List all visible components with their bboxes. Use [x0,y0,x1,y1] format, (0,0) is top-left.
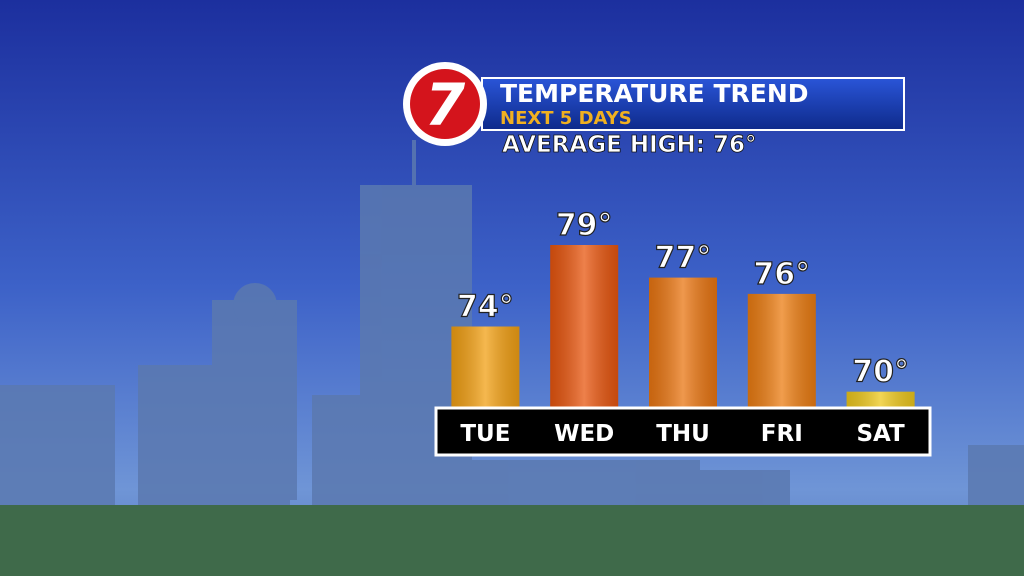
title-banner [481,77,905,131]
day-label: WED [554,421,614,447]
bar-shine [846,391,915,408]
value-label: 70° [852,355,909,390]
bar-shine [451,326,520,408]
chart-subtitle: NEXT 5 DAYS [500,108,632,129]
day-strip [434,406,932,457]
day-label: THU [656,421,710,447]
logo: 7 [425,71,466,139]
day-label: FRI [761,421,803,447]
trees [0,505,1024,576]
logo-disc [410,69,480,139]
annotation: AVERAGE HIGH: 76° [502,132,757,158]
chart-title: TEMPERATURE TREND [500,79,809,108]
value-label: 76° [753,257,810,292]
value-label: 79° [556,208,613,243]
day-label: SAT [856,421,905,447]
day-label: TUE [460,421,510,447]
value-label: 77° [655,241,712,276]
bar-shine [649,277,717,408]
bar-shine [747,293,816,408]
value-label: 74° [457,290,514,325]
bar-shine [550,245,619,408]
